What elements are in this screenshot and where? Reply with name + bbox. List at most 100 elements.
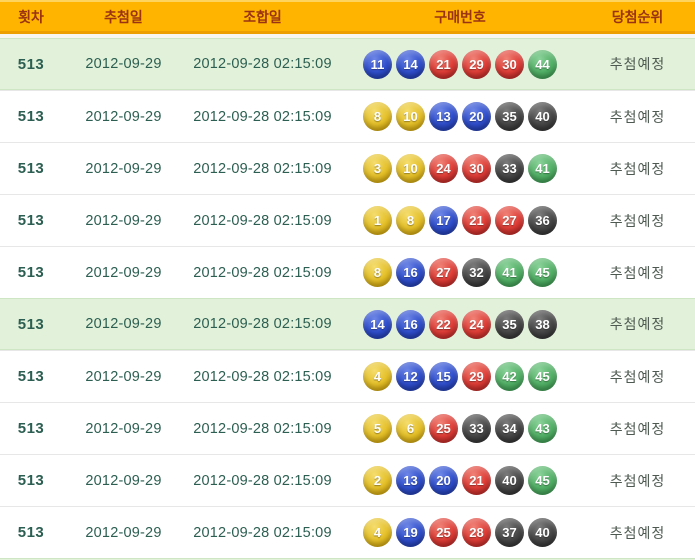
lotto-ball: 45 bbox=[528, 362, 557, 391]
table-body: 513 2012-09-29 2012-09-28 02:15:09 11 14 21 29… bbox=[0, 38, 695, 558]
round-cell: 513 bbox=[17, 420, 45, 437]
lotto-ball: 43 bbox=[528, 414, 557, 443]
lotto-ball: 40 bbox=[528, 102, 557, 131]
lotto-ball: 17 bbox=[429, 206, 458, 235]
rank-cell: 추첨예정 bbox=[609, 368, 666, 385]
lotto-ball: 25 bbox=[429, 518, 458, 547]
lotto-ball: 44 bbox=[528, 49, 557, 79]
round-cell: 513 bbox=[17, 315, 45, 333]
combination-date-cell: 2012-09-28 02:15:09 bbox=[193, 160, 332, 177]
numbers-cell: 11 14 21 29 30 44 bbox=[340, 49, 580, 79]
round-cell: 513 bbox=[17, 472, 45, 489]
draw-date-cell: 2012-09-29 bbox=[85, 212, 162, 229]
numbers-cell: 5 6 25 33 34 43 bbox=[340, 414, 580, 443]
lotto-ball: 33 bbox=[462, 414, 491, 443]
lotto-ball: 45 bbox=[528, 258, 557, 287]
lotto-ball: 8 bbox=[396, 206, 425, 235]
draw-date-cell: 2012-09-29 bbox=[85, 160, 162, 177]
lotto-ball: 8 bbox=[363, 102, 392, 131]
lotto-ball: 22 bbox=[429, 309, 458, 339]
lotto-ball: 41 bbox=[495, 258, 524, 287]
lotto-ball: 12 bbox=[396, 362, 425, 391]
table-header: 횟차 추첨일 조합일 구매번호 당첨순위 bbox=[0, 0, 695, 34]
numbers-cell: 8 16 27 32 41 45 bbox=[340, 258, 580, 287]
draw-date-cell: 2012-09-29 bbox=[85, 368, 162, 385]
lotto-ball: 40 bbox=[528, 518, 557, 547]
lotto-ball: 45 bbox=[528, 466, 557, 495]
lotto-ball: 27 bbox=[495, 206, 524, 235]
lotto-ball: 16 bbox=[396, 258, 425, 287]
next-row-partial bbox=[0, 558, 695, 560]
round-cell: 513 bbox=[17, 368, 45, 385]
combination-date-cell: 2012-09-28 02:15:09 bbox=[193, 212, 332, 229]
lotto-ball: 24 bbox=[462, 309, 491, 339]
lotto-ball: 21 bbox=[462, 206, 491, 235]
round-cell: 513 bbox=[17, 55, 45, 73]
draw-date-cell: 2012-09-29 bbox=[85, 264, 162, 281]
lotto-ball: 34 bbox=[495, 414, 524, 443]
numbers-cell: 8 10 13 20 35 40 bbox=[340, 102, 580, 131]
lotto-ball: 29 bbox=[462, 49, 491, 79]
draw-date-cell: 2012-09-29 bbox=[85, 524, 162, 541]
lotto-ball: 14 bbox=[396, 49, 425, 79]
lotto-ball: 20 bbox=[462, 102, 491, 131]
column-header-rank: 당첨순위 bbox=[611, 8, 664, 25]
lotto-ball: 13 bbox=[396, 466, 425, 495]
rank-cell: 추첨예정 bbox=[609, 212, 666, 229]
combination-date-cell: 2012-09-28 02:15:09 bbox=[193, 420, 332, 437]
lotto-ball: 37 bbox=[495, 518, 524, 547]
rank-cell: 추첨예정 bbox=[609, 160, 666, 177]
round-cell: 513 bbox=[17, 160, 45, 177]
table-row: 513 2012-09-29 2012-09-28 02:15:09 8 16 27 32 4… bbox=[0, 246, 695, 298]
lotto-ball: 10 bbox=[396, 154, 425, 183]
combination-date-cell: 2012-09-28 02:15:09 bbox=[193, 472, 332, 489]
lotto-ball: 3 bbox=[363, 154, 392, 183]
lotto-ball: 24 bbox=[429, 154, 458, 183]
rank-cell: 추첨예정 bbox=[609, 420, 666, 437]
header-divider bbox=[0, 34, 695, 38]
column-header-numbers: 구매번호 bbox=[434, 8, 486, 25]
column-header-combination-date: 조합일 bbox=[243, 8, 282, 25]
lotto-ball: 27 bbox=[429, 258, 458, 287]
lotto-ball: 14 bbox=[363, 309, 392, 339]
lotto-ball: 4 bbox=[363, 362, 392, 391]
lotto-ball: 21 bbox=[462, 466, 491, 495]
table-row: 513 2012-09-29 2012-09-28 02:15:09 14 16 22 24… bbox=[0, 298, 695, 350]
combination-date-cell: 2012-09-28 02:15:09 bbox=[193, 108, 332, 125]
draw-date-cell: 2012-09-29 bbox=[85, 472, 162, 489]
rank-cell: 추첨예정 bbox=[609, 316, 666, 332]
draw-date-cell: 2012-09-29 bbox=[85, 316, 162, 332]
lotto-ball: 1 bbox=[363, 206, 392, 235]
table-row: 513 2012-09-29 2012-09-28 02:15:09 2 13 20 21 4… bbox=[0, 454, 695, 506]
numbers-cell: 2 13 20 21 40 45 bbox=[340, 466, 580, 495]
table-row: 513 2012-09-29 2012-09-28 02:15:09 4 12 15 29 4… bbox=[0, 350, 695, 402]
lotto-ball: 35 bbox=[495, 102, 524, 131]
table-row: 513 2012-09-29 2012-09-28 02:15:09 8 10 13 20 3… bbox=[0, 90, 695, 142]
combination-date-cell: 2012-09-28 02:15:09 bbox=[193, 56, 332, 72]
round-cell: 513 bbox=[17, 524, 45, 541]
lotto-ball: 42 bbox=[495, 362, 524, 391]
column-header-round: 횟차 bbox=[18, 8, 44, 25]
lotto-ball: 16 bbox=[396, 309, 425, 339]
lotto-ball: 13 bbox=[429, 102, 458, 131]
lotto-ball: 4 bbox=[363, 518, 392, 547]
lotto-ball: 38 bbox=[528, 309, 557, 339]
numbers-cell: 4 19 25 28 37 40 bbox=[340, 518, 580, 547]
numbers-cell: 3 10 24 30 33 41 bbox=[340, 154, 580, 183]
draw-date-cell: 2012-09-29 bbox=[85, 56, 162, 72]
lotto-ball: 28 bbox=[462, 518, 491, 547]
lotto-ball: 25 bbox=[429, 414, 458, 443]
lotto-ball: 30 bbox=[462, 154, 491, 183]
lotto-ball: 20 bbox=[429, 466, 458, 495]
lotto-ball: 41 bbox=[528, 154, 557, 183]
combination-date-cell: 2012-09-28 02:15:09 bbox=[193, 316, 332, 332]
rank-cell: 추첨예정 bbox=[609, 108, 666, 125]
numbers-cell: 1 8 17 21 27 36 bbox=[340, 206, 580, 235]
lotto-ball: 11 bbox=[363, 49, 392, 79]
numbers-cell: 14 16 22 24 35 38 bbox=[340, 309, 580, 339]
lotto-ball: 2 bbox=[363, 466, 392, 495]
lotto-ball: 21 bbox=[429, 49, 458, 79]
table-row: 513 2012-09-29 2012-09-28 02:15:09 11 14 21 29… bbox=[0, 38, 695, 90]
combination-date-cell: 2012-09-28 02:15:09 bbox=[193, 368, 332, 385]
lotto-ball: 10 bbox=[396, 102, 425, 131]
